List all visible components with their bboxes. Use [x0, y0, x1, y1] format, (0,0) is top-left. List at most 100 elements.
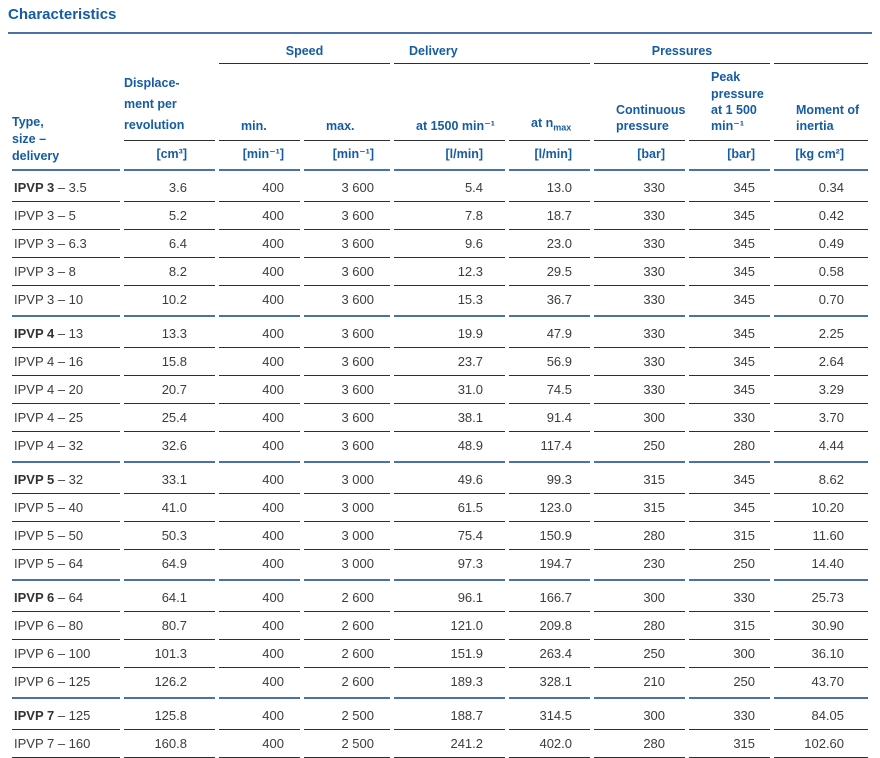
cell-value: 3 600 [304, 404, 391, 432]
col-header-type: Type, size – delivery [12, 34, 120, 171]
cell-value: 3.29 [774, 376, 869, 404]
cell-value: 30.90 [774, 612, 869, 640]
cell-value: 38.1 [394, 404, 506, 432]
cell-type: IPVP 3 – 6.3 [12, 230, 120, 258]
cell-value: 0.49 [774, 230, 869, 258]
cell-type: IPVP 3 – 3.5 [12, 171, 120, 202]
cell-value: 61.5 [394, 494, 506, 522]
cell-value: 2.25 [774, 317, 869, 348]
cell-value: 300 [594, 699, 686, 730]
table-row: IPVP 5 – 32 33.1 400 3 000 49.6 99.3 315 345 8.6… [12, 463, 869, 494]
cell-value: 10.20 [774, 494, 869, 522]
cell-value: 2 600 [304, 581, 391, 612]
cell-value: 250 [689, 550, 771, 581]
cell-value: 280 [689, 432, 771, 463]
cell-value: 315 [594, 463, 686, 494]
cell-type: IPVP 4 – 16 [12, 348, 120, 376]
cell-value: 345 [689, 376, 771, 404]
cell-value: 8.2 [124, 258, 215, 286]
cell-value: 43.70 [774, 668, 869, 699]
cell-value: 0.42 [774, 202, 869, 230]
cell-value: 126.2 [124, 668, 215, 699]
unit-displacement: [cm³] [124, 141, 215, 171]
cell-value: 330 [594, 376, 686, 404]
cell-value: 330 [594, 171, 686, 202]
cell-value: 96.1 [394, 581, 506, 612]
cell-value: 315 [689, 730, 771, 758]
cell-value: 400 [219, 730, 300, 758]
table-row: IPVP 4 – 20 20.7 400 3 600 31.0 74.5 330 345 3.2… [12, 376, 869, 404]
cell-value: 189.3 [394, 668, 506, 699]
col-header-speed-max: max. [304, 64, 391, 142]
cell-value: 99.3 [509, 463, 591, 494]
table-row: IPVP 3 – 5 5.2 400 3 600 7.8 18.7 330 345 0.42 [12, 202, 869, 230]
cell-value: 3 600 [304, 348, 391, 376]
cell-value: 0.34 [774, 171, 869, 202]
cell-type: IPVP 5 – 32 [12, 463, 120, 494]
cell-value: 402.0 [509, 730, 591, 758]
cell-value: 56.9 [509, 348, 591, 376]
cell-value: 400 [219, 494, 300, 522]
cell-value: 400 [219, 286, 300, 317]
cell-value: 263.4 [509, 640, 591, 668]
cell-value: 3.70 [774, 404, 869, 432]
cell-value: 330 [594, 348, 686, 376]
cell-value: 300 [594, 404, 686, 432]
cell-value: 25.4 [124, 404, 215, 432]
cell-value: 3 600 [304, 258, 391, 286]
cell-value: 23.0 [509, 230, 591, 258]
header-row-groups: Type, size – delivery Displace- ment per… [12, 34, 869, 171]
cell-value: 3 000 [304, 522, 391, 550]
cell-value: 160.8 [124, 730, 215, 758]
cell-value: 315 [689, 522, 771, 550]
cell-type: IPVP 3 – 8 [12, 258, 120, 286]
cell-value: 123.0 [509, 494, 591, 522]
cell-value: 300 [689, 640, 771, 668]
table-row: IPVP 5 – 50 50.3 400 3 000 75.4 150.9 280 315 11… [12, 522, 869, 550]
cell-value: 49.6 [394, 463, 506, 494]
cell-value: 3 600 [304, 202, 391, 230]
cell-value: 330 [594, 317, 686, 348]
cell-value: 3.6 [124, 171, 215, 202]
col-header-delivery-nmax: at nmax [509, 64, 591, 142]
unit-delivery-nmax: [l/min] [509, 141, 591, 171]
header-row-units: [cm³] [min⁻¹] [min⁻¹] [l/min] [l/min] [b… [12, 141, 869, 171]
cell-value: 280 [594, 522, 686, 550]
cell-value: 250 [594, 640, 686, 668]
cell-value: 0.58 [774, 258, 869, 286]
cell-value: 400 [219, 348, 300, 376]
table-row: IPVP 6 – 64 64.1 400 2 600 96.1 166.7 300 330 25… [12, 581, 869, 612]
cell-value: 151.9 [394, 640, 506, 668]
cell-value: 2 500 [304, 699, 391, 730]
cell-value: 314.5 [509, 699, 591, 730]
cell-value: 2 500 [304, 730, 391, 758]
cell-value: 14.40 [774, 550, 869, 581]
cell-value: 315 [594, 494, 686, 522]
cell-value: 328.1 [509, 668, 591, 699]
cell-value: 400 [219, 522, 300, 550]
cell-value: 36.7 [509, 286, 591, 317]
table-row: IPVP 6 – 100 101.3 400 2 600 151.9 263.4 250 30… [12, 640, 869, 668]
cell-value: 9.6 [394, 230, 506, 258]
col-group-delivery: Delivery [394, 34, 591, 65]
header-row-sub: min. max. at 1500 min⁻¹ at nmax Continuo… [12, 64, 869, 142]
cell-value: 50.3 [124, 522, 215, 550]
cell-value: 345 [689, 463, 771, 494]
cell-type: IPVP 7 – 125 [12, 699, 120, 730]
unit-peak-pressure: [bar] [689, 141, 771, 171]
unit-speed-min: [min⁻¹] [219, 141, 300, 171]
cell-value: 400 [219, 432, 300, 463]
cell-value: 102.60 [774, 730, 869, 758]
cell-value: 3 600 [304, 286, 391, 317]
cell-value: 117.4 [509, 432, 591, 463]
cell-value: 11.60 [774, 522, 869, 550]
cell-value: 330 [594, 202, 686, 230]
cell-value: 75.4 [394, 522, 506, 550]
cell-value: 345 [689, 258, 771, 286]
cell-value: 3 600 [304, 376, 391, 404]
cell-type: IPVP 4 – 32 [12, 432, 120, 463]
cell-value: 29.5 [509, 258, 591, 286]
col-group-spacer [774, 34, 869, 65]
cell-value: 345 [689, 494, 771, 522]
